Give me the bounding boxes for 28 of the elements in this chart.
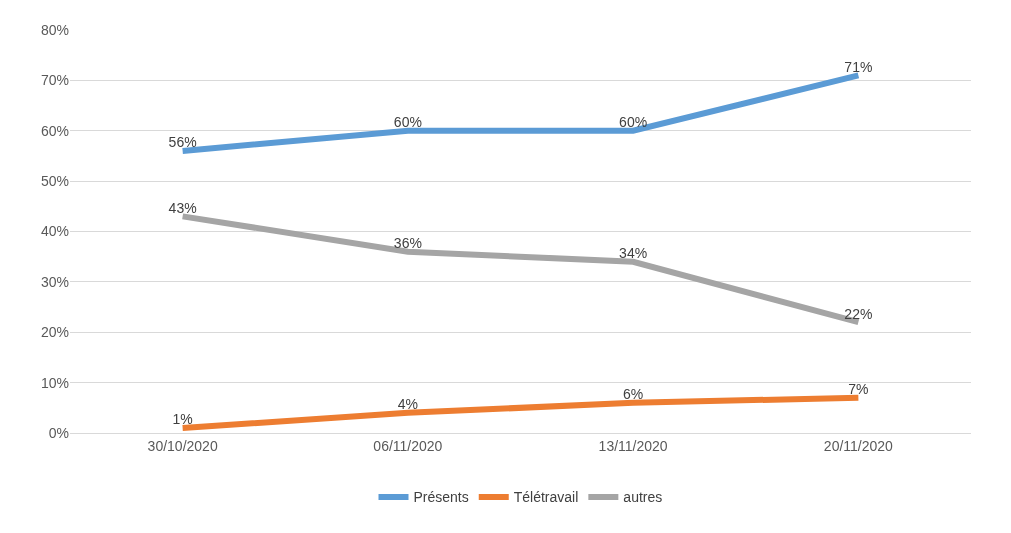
legend-label: autres [623,489,663,506]
y-tick-label: 10% [40,374,69,391]
y-tick-label: 40% [40,223,69,240]
x-tick-label: 30/10/2020 [147,437,218,454]
y-tick-label: 80% [40,21,69,38]
data-label: 43% [168,199,197,216]
y-tick-label: 30% [40,273,69,290]
data-label: 4% [397,396,418,413]
data-label: 22% [844,305,873,322]
legend-label: Télétravail [513,489,579,506]
y-tick-label: 70% [40,72,69,89]
y-tick-label: 50% [40,173,69,190]
data-label: 34% [619,245,648,262]
y-tick-label: 20% [40,324,69,341]
data-label: 1% [172,411,193,428]
y-tick-label: 60% [40,122,69,139]
x-tick-label: 13/11/2020 [598,437,668,454]
data-label: 60% [393,114,422,131]
data-label: 60% [619,114,648,131]
data-label: 7% [848,381,869,398]
x-tick-label: 06/11/2020 [373,437,443,454]
data-label: 36% [393,235,422,252]
data-label: 6% [623,386,644,403]
x-tick-label: 20/11/2020 [823,437,894,454]
data-label: 71% [844,58,873,75]
legend-label: Présents [413,489,469,506]
y-tick-label: 0% [48,424,69,441]
data-label: 56% [168,134,197,151]
